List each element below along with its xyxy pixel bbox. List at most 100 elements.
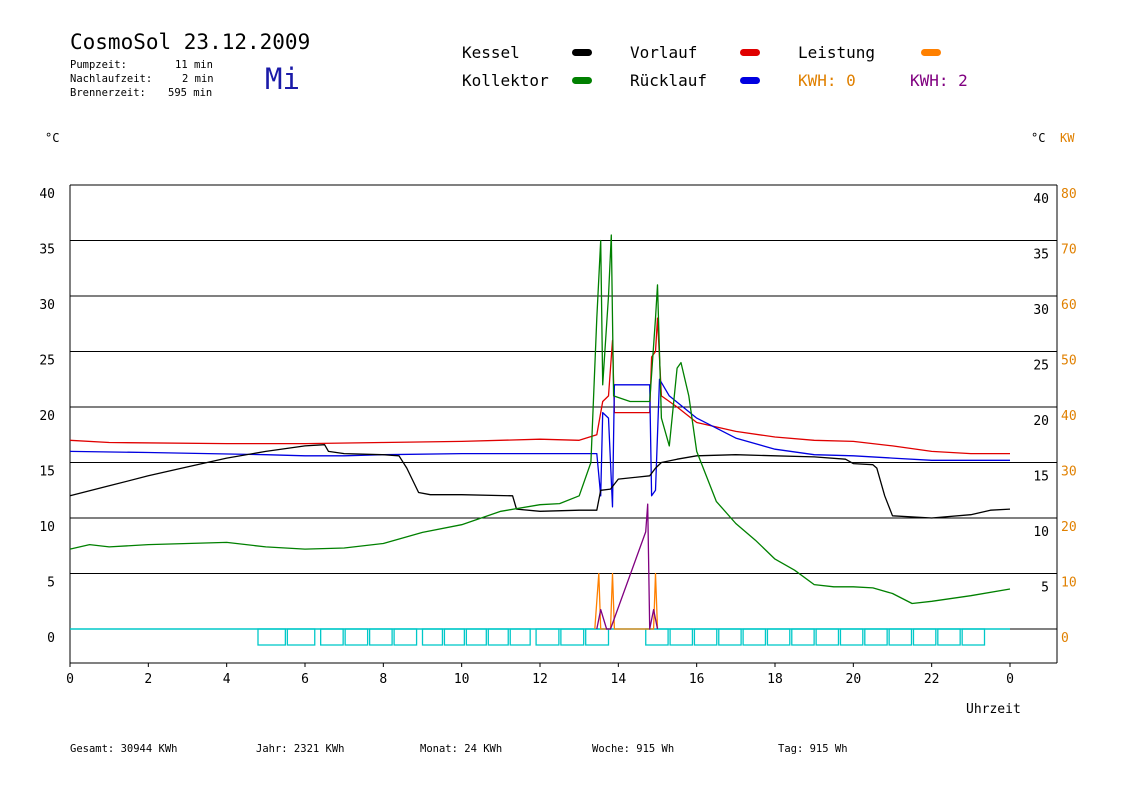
pump-interval-block xyxy=(742,628,767,646)
pump-interval-block xyxy=(961,628,986,646)
pump-interval-block xyxy=(393,628,418,646)
footer-monat: Monat: 24 KWh xyxy=(420,743,503,755)
brenner-time-value: 595 min xyxy=(168,87,213,99)
y-right-tick-label: 40 xyxy=(1033,192,1049,207)
y-tick-label: 5 xyxy=(47,576,55,591)
pump-interval-block xyxy=(888,628,913,646)
x-tick-label: 10 xyxy=(454,672,470,687)
x-tick-label: 12 xyxy=(532,672,548,687)
y-tick-label: 40 xyxy=(39,187,55,202)
y-kw-tick-label: 70 xyxy=(1061,243,1077,258)
pump-interval-block xyxy=(912,628,937,646)
pump-interval-block xyxy=(509,628,531,646)
pump-interval-block xyxy=(669,628,694,646)
y-tick-label: 30 xyxy=(39,298,55,313)
y-kw-tick-label: 40 xyxy=(1061,409,1077,424)
pump-interval-block xyxy=(645,628,669,646)
y-tick-label: 15 xyxy=(39,465,55,480)
x-tick-label: 22 xyxy=(924,672,940,687)
y-right-tick-label: 10 xyxy=(1033,525,1049,540)
pump-interval-block xyxy=(465,628,487,646)
chart-title: CosmoSol 23.12.2009 xyxy=(70,30,311,54)
x-tick-label: 6 xyxy=(301,672,309,687)
series-line-vorlauf xyxy=(69,317,1010,455)
pump-interval-block xyxy=(693,628,718,646)
right-axis-unit-c: °C xyxy=(1031,131,1046,145)
x-tick-label: 8 xyxy=(379,672,387,687)
legend-kollektor-swatch xyxy=(572,77,592,84)
footer-jahr: Jahr: 2321 KWh xyxy=(256,743,345,755)
y-kw-tick-label: 20 xyxy=(1061,520,1077,535)
series-line-kollektor xyxy=(69,234,1011,605)
y-right-tick-label: 25 xyxy=(1033,359,1049,374)
series-line-leistung xyxy=(594,572,659,630)
y-kw-tick-label: 50 xyxy=(1061,354,1077,369)
y-kw-tick-label: 80 xyxy=(1061,187,1077,202)
footer-tag: Tag: 915 Wh xyxy=(778,743,848,755)
right-axis-unit-kw: KW xyxy=(1060,131,1075,145)
pump-interval-block xyxy=(286,628,316,646)
footer-woche: Woche: 915 Wh xyxy=(592,743,675,755)
pump-interval-block xyxy=(535,628,560,646)
pump-interval-block xyxy=(815,628,840,646)
series-line-kessel xyxy=(69,444,1011,519)
y-kw-tick-label: 0 xyxy=(1061,631,1069,646)
x-tick-label: 0 xyxy=(66,672,74,687)
legend-kollektor: Kollektor xyxy=(462,71,549,90)
pump-interval-block xyxy=(864,628,888,646)
y-tick-label: 20 xyxy=(39,409,55,424)
y-tick-label: 0 xyxy=(47,631,55,646)
y-right-tick-label: 30 xyxy=(1033,303,1049,318)
x-tick-label: 4 xyxy=(223,672,231,687)
legend-kessel: Kessel xyxy=(462,43,520,62)
y-kw-tick-label: 60 xyxy=(1061,298,1077,313)
y-tick-label: 25 xyxy=(39,354,55,369)
y-kw-tick-label: 30 xyxy=(1061,465,1077,480)
pump-interval-block xyxy=(585,628,610,646)
pump-interval-block xyxy=(791,628,815,646)
pump-interval-block xyxy=(344,628,369,646)
legend-vorlauf: Vorlauf xyxy=(630,43,698,62)
pump-time-label: Pumpzeit: xyxy=(70,59,127,71)
y-tick-label: 10 xyxy=(39,520,55,535)
nachlauf-time-value: 2 min xyxy=(182,73,214,85)
y-kw-tick-label: 10 xyxy=(1061,576,1077,591)
legend-kessel-swatch xyxy=(572,49,592,56)
pump-interval-block xyxy=(560,628,585,646)
pump-interval-block xyxy=(937,628,961,646)
series-line-rcklauf xyxy=(69,378,1010,508)
y-right-tick-label: 5 xyxy=(1041,581,1049,596)
footer-gesamt: Gesamt: 30944 KWh xyxy=(70,743,178,755)
pump-interval-block xyxy=(718,628,742,646)
left-axis-unit: °C xyxy=(45,131,60,145)
x-axis-label: Uhrzeit xyxy=(966,702,1021,717)
pump-interval-block xyxy=(257,628,287,646)
legend-kwh-2: KWH: 2 xyxy=(910,71,968,90)
weekday-label: Mi xyxy=(265,62,300,96)
pump-time-value: 11 min xyxy=(175,59,213,71)
pump-interval-block xyxy=(487,628,509,646)
legend-leistung: Leistung xyxy=(798,43,876,62)
x-tick-label: 16 xyxy=(689,672,705,687)
y-right-tick-label: 20 xyxy=(1033,414,1049,429)
brenner-time-label: Brennerzeit: xyxy=(70,87,146,99)
legend-kwh-0: KWH: 0 xyxy=(798,71,856,90)
x-tick-label: 0 xyxy=(1006,672,1014,687)
y-tick-label: 35 xyxy=(39,243,55,258)
pump-interval-block xyxy=(421,628,444,646)
pump-interval-block xyxy=(368,628,393,646)
y-right-tick-label: 15 xyxy=(1033,470,1049,485)
legend-ruecklauf: Rücklauf xyxy=(630,71,708,90)
y-right-tick-label: 35 xyxy=(1033,248,1049,263)
pump-interval-block xyxy=(766,628,791,646)
nachlauf-time-label: Nachlaufzeit: xyxy=(70,73,153,85)
x-tick-label: 14 xyxy=(611,672,627,687)
x-tick-label: 20 xyxy=(846,672,862,687)
legend-ruecklauf-swatch xyxy=(740,77,760,84)
legend-vorlauf-swatch xyxy=(740,49,760,56)
pump-interval-block xyxy=(320,628,344,646)
x-tick-label: 2 xyxy=(144,672,152,687)
pump-interval-block xyxy=(443,628,466,646)
x-tick-label: 18 xyxy=(767,672,783,687)
